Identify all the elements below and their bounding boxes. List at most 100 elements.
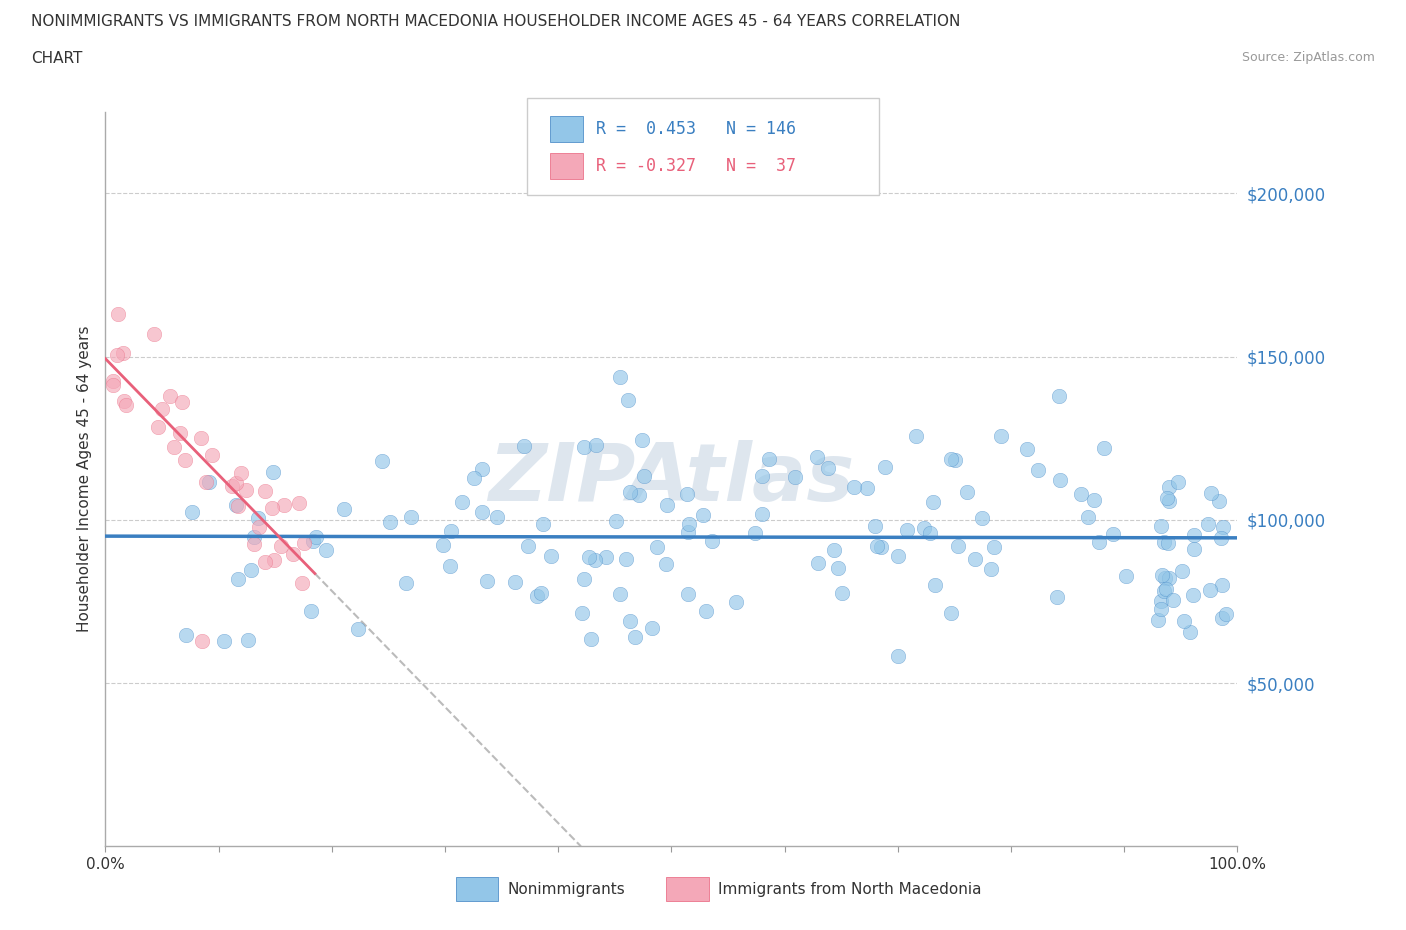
Point [270,538,292,553]
Point [399,509,422,524]
Point [623,630,645,644]
Point [201,447,224,462]
Point [1153,583,1175,598]
Text: CHART: CHART [31,51,83,66]
Point [1182,527,1205,542]
Point [1077,510,1099,525]
Point [1215,607,1237,622]
Point [174,628,197,643]
Text: Nonimmigrants: Nonimmigrants [508,882,626,897]
Point [1017,441,1039,456]
Point [1211,530,1233,545]
Point [946,538,969,553]
Point [1159,494,1181,509]
Point [378,514,401,529]
Point [288,496,311,511]
Point [617,392,640,407]
Point [253,554,276,569]
Point [678,516,700,531]
Point [983,539,1005,554]
Point [702,533,724,548]
Point [1173,613,1195,628]
Point [530,585,553,600]
Point [190,633,212,648]
Point [724,595,747,610]
Point [645,540,668,555]
Point [1157,571,1180,586]
Point [578,550,600,565]
Point [471,505,494,520]
Point [1199,485,1222,500]
Point [111,346,134,361]
Point [941,452,963,467]
Point [751,469,773,484]
Point [654,556,676,571]
Text: Source: ZipAtlas.com: Source: ZipAtlas.com [1241,51,1375,64]
Point [159,389,181,404]
Point [628,488,651,503]
Point [751,507,773,522]
Point [112,393,135,408]
Point [299,604,322,619]
Point [676,587,699,602]
Point [180,504,202,519]
Point [262,500,284,515]
Point [1150,567,1173,582]
Point [1178,624,1201,639]
Point [1150,519,1173,534]
Point [540,549,562,564]
Text: R = -0.327   N =  37: R = -0.327 N = 37 [596,157,796,176]
Point [236,632,259,647]
Point [174,453,197,468]
Point [609,586,631,601]
Point [827,561,849,576]
Point [783,470,806,485]
Point [1197,517,1219,532]
Text: Immigrants from North Macedonia: Immigrants from North Macedonia [718,882,981,897]
Point [692,507,714,522]
Point [292,535,315,550]
Point [817,461,839,476]
Point [107,347,129,362]
Point [315,542,337,557]
Point [169,426,191,441]
Point [463,471,485,485]
Point [990,429,1012,444]
Point [1157,536,1180,551]
Point [1167,475,1189,490]
Point [226,572,249,587]
Text: R =  0.453   N = 146: R = 0.453 N = 146 [596,120,796,139]
Point [1150,593,1173,608]
Point [887,648,910,663]
Point [195,474,218,489]
Point [1154,582,1177,597]
Point [1026,462,1049,477]
Point [517,538,540,553]
Point [595,550,617,565]
Point [614,551,637,566]
Point [912,521,935,536]
Point [526,589,548,604]
Point [101,374,124,389]
Point [371,454,394,469]
Point [943,453,966,468]
Point [1047,389,1070,404]
Point [1156,491,1178,506]
Point [619,485,641,499]
Point [807,555,830,570]
Point [150,402,173,417]
Point [475,573,498,588]
Point [243,529,266,544]
Point [240,563,263,578]
Point [225,476,247,491]
Point [744,525,766,540]
Point [347,621,370,636]
Point [633,469,655,484]
Point [225,498,247,512]
Point [695,604,717,618]
Point [190,431,212,445]
Point [1049,472,1071,487]
Point [980,562,1002,577]
Point [631,432,654,447]
Point [531,516,554,531]
